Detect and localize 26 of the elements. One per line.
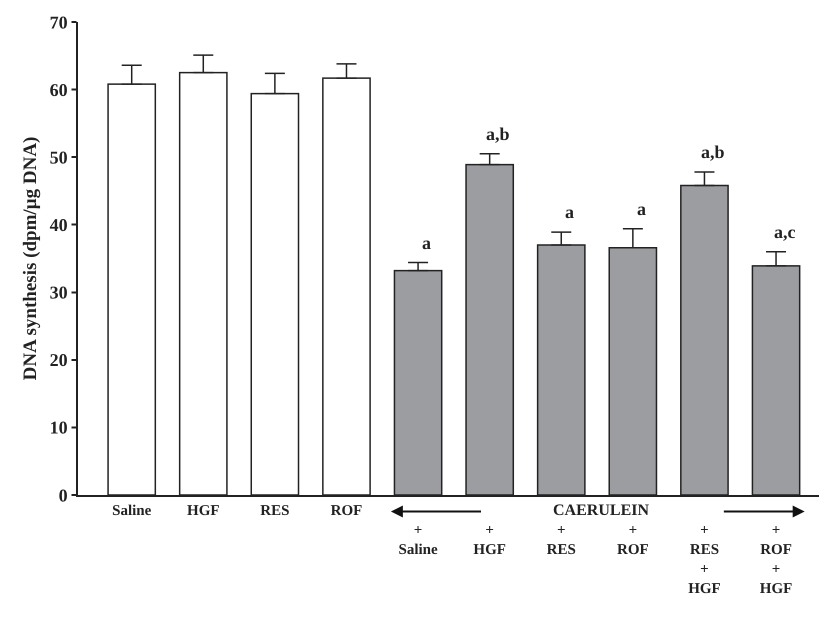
y-tick-label: 60 [50,80,68,100]
text: CAERULEIN [553,502,650,519]
y-tick-label: 40 [50,215,68,236]
annotation: a [422,233,431,253]
x-tick-label: + ROF [617,522,649,558]
x-tick-label: + HGF [473,522,506,558]
x-tick-label: + RES [546,522,576,558]
annotation: a,c [774,222,796,242]
x-tick-label: + ROF + HGF [760,522,792,597]
annotation: a [637,199,646,219]
x-tick-label: ROF [330,502,362,519]
x-tick-label: HGF [187,502,220,519]
x-tick-label: Saline [112,502,152,519]
y-tick-label: 50 [50,147,68,168]
annotation: a [565,202,574,222]
x-tick-label: RES [260,502,290,519]
y-tick-label: 70 [50,12,68,32]
y-tick-label: 30 [50,282,68,303]
annotation: a,b [701,142,725,162]
x-tick-label: + Saline [398,522,438,558]
y-tick-label: 10 [50,418,68,438]
annotation: a,b [486,124,510,144]
y-tick-label: 20 [50,350,68,370]
y-axis-title: DNA synthesis (dpm/µg DNA) [20,136,41,380]
x-tick-label: + RES + HGF [688,522,721,597]
y-tick-label: 0 [58,485,68,506]
